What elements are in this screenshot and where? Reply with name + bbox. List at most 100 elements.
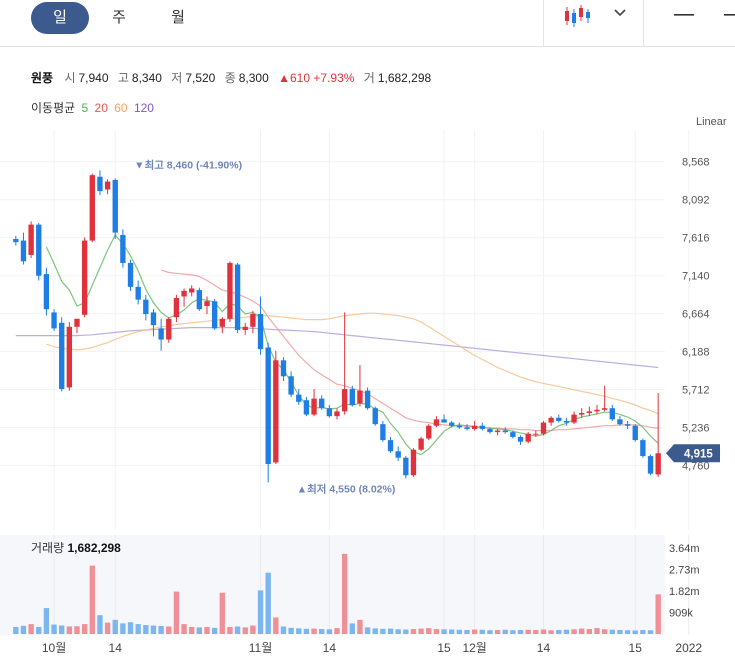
candle (586, 411, 593, 413)
volume-bar (242, 627, 248, 634)
volume-chart[interactable]: 3.64m 2.73m 1.82m 909k 거래량 1,682,298 10월 14 11월… (0, 535, 735, 669)
candle (510, 432, 516, 437)
high-value: 8,340 (131, 71, 162, 85)
volume-last-value: 1,682,298 (67, 541, 121, 555)
candle (609, 408, 615, 420)
volume-label: 거 (363, 71, 375, 85)
candle (433, 419, 440, 426)
candle (227, 262, 233, 319)
candle (120, 234, 126, 263)
candle (43, 274, 50, 310)
x-tick-label: 14 (109, 641, 123, 655)
candle (97, 176, 103, 192)
candle (395, 451, 401, 458)
volume-background (0, 535, 665, 635)
volume-bar (341, 553, 348, 634)
candlestick-icon[interactable] (563, 5, 591, 27)
candle (89, 175, 95, 241)
volume-bar (135, 624, 141, 634)
tab-daily[interactable]: 일 (31, 2, 89, 34)
volume-bar (36, 626, 42, 634)
x-tick-label: 15 (437, 641, 451, 655)
candle (104, 181, 111, 190)
candle (464, 427, 470, 429)
candle (59, 322, 65, 390)
candle (143, 299, 149, 315)
candle (296, 394, 302, 402)
minus-icon[interactable] (724, 14, 735, 16)
candle (280, 360, 287, 377)
volume-bar (464, 629, 470, 634)
y-tick-label: 5,236 (682, 423, 710, 435)
volume-bar (250, 625, 256, 634)
candle (265, 347, 271, 465)
scale-mode-label[interactable]: Linear (696, 116, 727, 128)
candle (20, 240, 27, 262)
volume-bar (594, 628, 600, 634)
chevron-down-icon[interactable] (614, 9, 626, 17)
candle (617, 419, 623, 425)
volume-bar (471, 629, 478, 634)
volume-bar (556, 629, 562, 634)
volume-bar (449, 629, 455, 634)
volume-bar (349, 623, 355, 634)
candle (502, 430, 508, 433)
candle (380, 424, 386, 441)
candle (204, 301, 210, 307)
volume-bar (319, 629, 325, 634)
volume-bar (525, 629, 531, 634)
candle (647, 456, 654, 474)
y-tick-label: 8,092 (682, 195, 710, 207)
volume-bar (456, 629, 463, 634)
candle (311, 398, 317, 415)
volume-bar (158, 625, 164, 634)
volume-bar (494, 629, 501, 634)
change-percent: +7.93% (313, 71, 355, 85)
volume-bar (571, 629, 577, 634)
tab-monthly[interactable]: 월 (171, 9, 185, 26)
candle (81, 240, 88, 315)
candle (250, 314, 256, 327)
ma-legend-20[interactable]: 20 (94, 101, 108, 115)
ma-legend-5[interactable]: 5 (81, 101, 89, 115)
volume-bar (311, 628, 317, 634)
toolbar-divider (643, 0, 644, 46)
volume-bar (296, 628, 302, 634)
candle (387, 440, 394, 452)
candle (150, 312, 157, 326)
ma-legend-60[interactable]: 60 (114, 101, 128, 115)
volume-bar (403, 629, 409, 634)
y-tick-label: 5,712 (682, 385, 710, 397)
candle (372, 408, 378, 425)
candle (571, 414, 577, 423)
x-tick-label: 10월 (42, 641, 66, 655)
y-tick-label: 7,140 (682, 271, 710, 283)
minus-icon[interactable] (674, 14, 694, 16)
last-price-badge (666, 444, 720, 463)
candle (357, 390, 363, 404)
candle (36, 224, 42, 276)
volume-bar (273, 617, 279, 634)
volume-bar (372, 628, 378, 634)
volume-bar (104, 622, 111, 634)
candle (319, 398, 325, 409)
volume-bar (173, 591, 180, 634)
candle (517, 436, 524, 442)
candle (471, 425, 478, 429)
x-tick-label: 12월 (462, 641, 486, 655)
y-tick-label: 6,664 (682, 309, 710, 321)
volume-bar (257, 590, 264, 634)
volume-bar (441, 629, 447, 634)
ma-legend-120[interactable]: 120 (133, 101, 154, 115)
ma-legend-label: 이동평균 (31, 101, 76, 115)
volume-bar (364, 627, 371, 634)
volume-bar (426, 628, 432, 634)
stock-name: 원풍 (31, 71, 54, 85)
tab-weekly[interactable]: 주 (112, 9, 126, 26)
candle (158, 328, 164, 340)
volume-bar (579, 628, 585, 634)
volume-tick-label: 909k (669, 608, 693, 620)
price-chart[interactable]: 8,568 8,092 7,616 7,140 6,664 6,188 5,712 5,236… (0, 130, 735, 530)
volume-bar (166, 626, 172, 634)
volume-bar (219, 592, 225, 634)
